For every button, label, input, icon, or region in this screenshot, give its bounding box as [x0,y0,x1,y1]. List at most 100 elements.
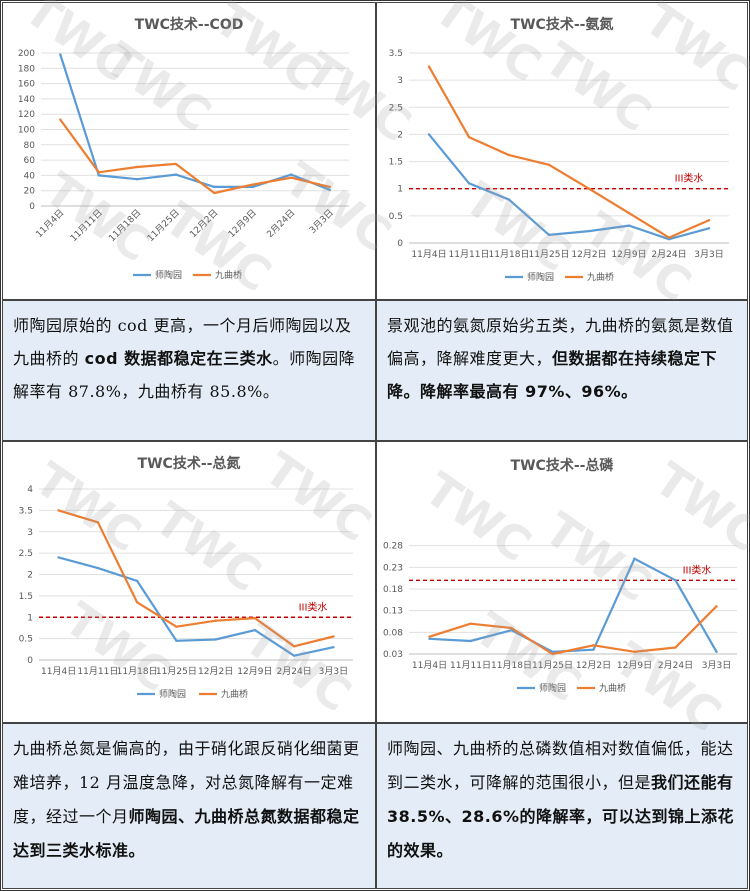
x-tick-label: 12月2日 [188,207,221,240]
data-point [57,556,60,559]
data-point [551,652,554,656]
y-tick-label: 0 [397,239,403,249]
legend-label: 九曲桥 [599,682,626,694]
legend-label: 师陶园 [159,688,186,700]
data-point [667,236,671,239]
x-tick-label: 12月2日 [198,666,233,677]
y-tick-label: 180 [18,64,35,74]
data-point [510,626,513,630]
data-point [97,174,100,177]
data-point [135,579,139,583]
y-tick-label: 3.5 [19,506,33,516]
y-tick-label: 2.5 [389,103,403,113]
data-point [467,135,471,139]
y-tick-label: 0.5 [389,212,403,222]
chart-title: TWC技术--氨氮 [511,16,614,33]
y-tick-label: 20 [24,187,36,197]
y-tick-label: 0.23 [383,563,403,573]
x-tick-label: 12月9日 [611,249,646,260]
data-point [428,635,431,638]
x-tick-label: 11月4日 [411,249,446,260]
y-tick-label: 80 [24,141,36,151]
data-point [592,648,595,651]
data-point [467,182,471,185]
legend-label: 九曲桥 [587,271,614,283]
data-point [292,654,296,657]
series-line-1 [428,66,710,239]
data-point [715,650,718,654]
x-tick-label: 11月4日 [41,666,76,677]
data-point [214,638,217,641]
x-tick-label: 12月9日 [237,666,272,677]
note-text-bold: 但数据都在持续稳定下降。降解率最高有 97%、96%。 [387,349,718,401]
y-tick-label: 2.5 [19,549,33,559]
note-text-bold: 师陶园、九曲桥总氮数据都稳定达到三类水标准。 [13,807,360,860]
note-text: 。师陶园降解率有 87.8%，九曲桥有 85.8%。 [13,349,356,401]
note-cod: 师陶园原始的 cod 更高，一个月后师陶园以及九曲桥的 cod 数据都稳定在三类… [2,300,376,441]
note-text: 景观池的氨氮原始劣五类，九曲桥的氨氮是数值偏高，降解难度更大， [387,316,734,368]
data-point [674,646,677,649]
x-tick-label: 11月18日 [491,660,532,671]
x-tick-label: 2月24日 [651,249,686,260]
data-point [469,622,472,625]
data-point [136,165,139,169]
data-point [175,639,178,642]
data-point [251,183,254,186]
x-tick-label: 11月11日 [77,666,118,677]
y-tick-label: 40 [24,171,36,181]
x-tick-label: 11月11日 [449,249,490,260]
series-line-1 [58,509,334,648]
x-tick-label: 12月9日 [226,207,259,240]
x-tick-label: 3月3日 [319,666,348,677]
x-tick-label: 12月2日 [576,660,611,671]
chart-svg: TWC技术--氨氮 0 0.5 1 1.5 2 2.5 3 3.5 11月4日 11月11日 11月1… [389,16,729,283]
series-line-1 [429,605,718,656]
x-tick-label: 11月18日 [117,666,158,677]
y-tick-label: 100 [18,126,35,136]
data-point [175,625,178,628]
x-tick-label: 3月3日 [307,207,336,236]
y-tick-label: 4 [27,485,33,495]
x-tick-label: 12月2日 [571,249,606,260]
y-tick-label: 1 [397,185,403,195]
note-total-phosphorus: 师陶园、九曲桥的总磷数值相对数值偏低，能达到二类水，可降解的范围很小，但是我们还… [376,723,748,889]
y-tick-label: 0.18 [383,585,403,595]
data-point [587,187,591,190]
x-tick-label: 11月11日 [68,207,105,244]
note-text: 师陶园原始的 cod 更高，一个月后师陶园以及九曲桥的 [13,316,352,368]
y-tick-label: 140 [18,95,35,105]
y-tick-label: 0.28 [383,542,403,552]
legend-label: 九曲桥 [215,269,242,281]
data-point [627,224,631,227]
data-point [633,557,636,560]
data-point [547,163,551,167]
data-point [251,185,254,189]
data-point [507,153,511,157]
chart-total-nitrogen: TWC技术--总氮 0 0.5 1 1.5 2 2.5 3 3.5 4 11月4日 11月11日 11月… [2,441,376,723]
x-tick-label: 2月24日 [658,660,693,671]
data-point [96,521,100,524]
data-point [253,628,257,632]
data-point [427,133,431,136]
x-tick-label: 2月24日 [265,207,298,240]
data-point [135,601,139,604]
note-text: 师陶园、九曲桥的总磷数值相对数值偏低，能达到二类水，可降解的范围很小，但是 [387,739,734,792]
data-point [174,173,177,176]
y-tick-label: 160 [18,80,35,90]
data-point [707,227,711,230]
chart-cod: TWC技术--COD 0 20 40 60 80 100 120 140 160 180 200 11月… [2,2,376,300]
data-point [290,173,293,176]
x-tick-label: 3月3日 [702,660,731,671]
note-text-bold: cod 数据都稳定在三类水 [84,349,273,368]
note-text: 九曲桥总氮是偏高的，由于硝化跟反硝化细菌更难培养，12 月温度急降，对总氮降解有… [13,739,360,826]
y-tick-label: 3 [27,528,33,538]
y-tick-label: 0.13 [383,607,403,617]
data-point [332,635,335,638]
y-tick-label: 0.03 [383,650,403,660]
threshold-label: III类水 [683,563,712,576]
data-point [674,579,677,582]
threshold-label: III类水 [299,600,328,613]
legend-label: 师陶园 [155,269,182,281]
x-tick-label: 11月18日 [107,207,144,244]
